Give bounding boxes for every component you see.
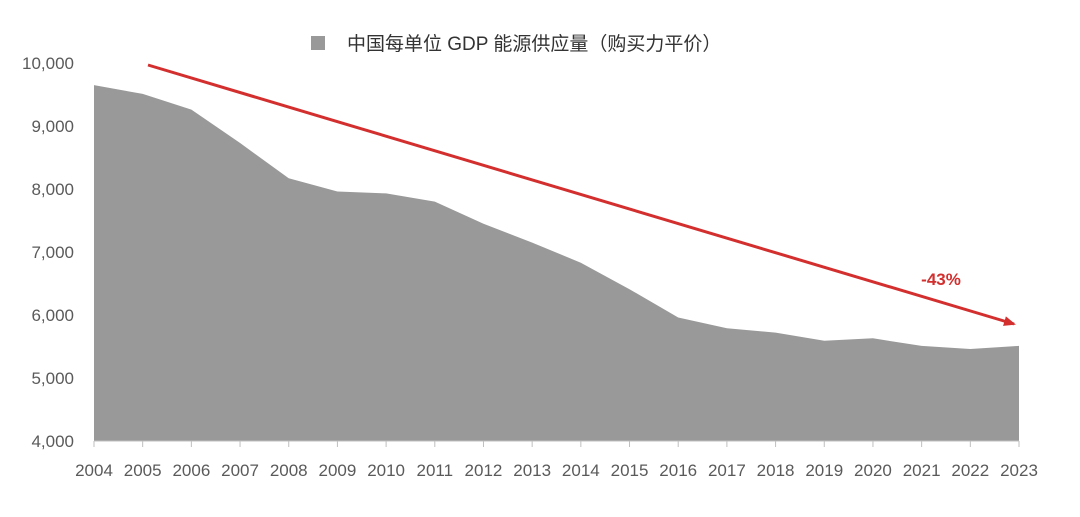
y-tick-label: 7,000	[31, 243, 74, 262]
legend-label: 中国每单位 GDP 能源供应量（购买力平价）	[347, 33, 721, 55]
x-tick-label: 2020	[854, 461, 892, 480]
x-tick-label: 2014	[562, 461, 600, 480]
x-tick-label: 2017	[708, 461, 746, 480]
x-tick-label: 2016	[659, 461, 697, 480]
x-tick-label: 2022	[951, 461, 989, 480]
x-tick-label: 2009	[319, 461, 357, 480]
x-tick-label: 2008	[270, 461, 308, 480]
x-tick-label: 2013	[513, 461, 551, 480]
y-tick-label: 8,000	[31, 180, 74, 199]
legend: 中国每单位 GDP 能源供应量（购买力平价）	[311, 33, 721, 55]
x-tick-label: 2006	[172, 461, 210, 480]
x-tick-label: 2015	[611, 461, 649, 480]
trend-arrow	[147, 63, 1016, 326]
area-layer	[94, 85, 1019, 441]
x-tick-label: 2004	[75, 461, 113, 480]
annotation-layer: -43%	[147, 63, 1016, 326]
y-tick-label: 9,000	[31, 117, 74, 136]
trend-annotation-label: -43%	[921, 270, 961, 289]
x-tick-label: 2019	[805, 461, 843, 480]
axis-layer: 2004 2005 2006 2007 2008 2009 2010 2011 2012 2013…	[22, 54, 1038, 480]
x-tick-label: 2007	[221, 461, 259, 480]
area-series	[94, 85, 1019, 441]
y-tick-label: 6,000	[31, 306, 74, 325]
y-tick-label: 4,000	[31, 432, 74, 451]
x-tick-label: 2005	[124, 461, 162, 480]
x-tick-label: 2011	[417, 461, 454, 480]
x-tick-label: 2012	[465, 461, 503, 480]
x-tick-label: 2018	[757, 461, 795, 480]
y-tick-label: 5,000	[31, 369, 74, 388]
x-tick-label: 2023	[1000, 461, 1038, 480]
x-tick-label: 2010	[367, 461, 405, 480]
y-tick-label: 10,000	[22, 54, 74, 73]
legend-swatch	[311, 36, 325, 50]
x-tick-label: 2021	[903, 461, 941, 480]
